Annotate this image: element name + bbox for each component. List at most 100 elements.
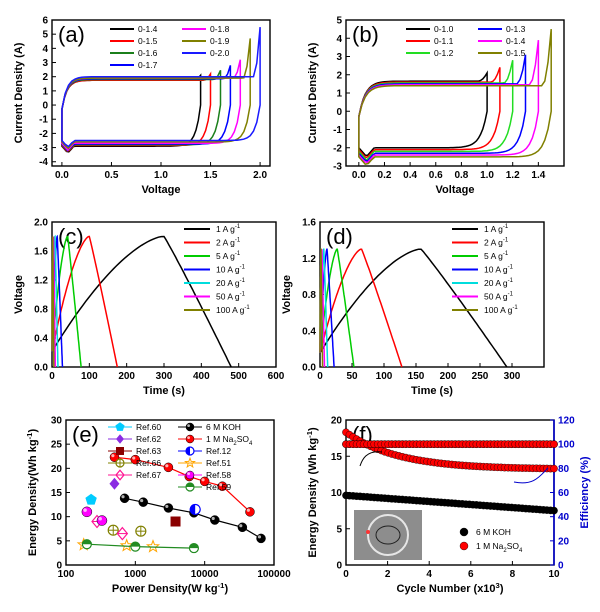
legend-label: 1 A g-1: [484, 224, 509, 234]
marker-half-circle-fill: [186, 447, 190, 455]
marker-ball: [185, 434, 195, 444]
legend-label: 0-1.8: [210, 24, 230, 34]
y-tick-label: 4: [336, 34, 342, 45]
marker-ball-m: [96, 515, 108, 526]
x-tick-label: 0.0: [352, 170, 366, 181]
x-axis-title-part: ): [500, 583, 504, 595]
legend-label: 6 M KOH: [206, 422, 241, 432]
legend-label: Ref.62: [136, 434, 161, 444]
marker-star: [183, 456, 197, 469]
legend-label-part: 2 A g: [216, 238, 235, 248]
y-tick-label: -1: [39, 115, 48, 126]
arrow-right: [513, 467, 549, 484]
legend-label: 0-1.1: [434, 36, 454, 46]
y-tick-label: 5: [336, 16, 342, 27]
marker-ball-shine: [187, 436, 191, 439]
y-axis-title-part: ): [27, 429, 39, 433]
legend-label: 0-1.3: [506, 24, 526, 34]
x-tick-label: 100: [81, 371, 98, 382]
x-tick-label: 6: [468, 569, 474, 580]
x-tick-label: 4: [426, 569, 432, 580]
legend-label-part: -1: [503, 224, 509, 230]
x-tick-label: 100: [376, 371, 393, 382]
marker-ball-m: [81, 506, 93, 518]
x-tick-label: 100000: [257, 569, 291, 580]
panel-label: (b): [352, 22, 379, 47]
legend-label-part: 50 A g: [216, 292, 240, 302]
x-tick-label: 50: [346, 371, 358, 382]
y-tick-label: 3: [336, 52, 342, 63]
legend-label: 1 M Na2SO4: [206, 434, 253, 447]
marker-half-down-fill: [189, 543, 199, 549]
gcd-curve-100 A g: [319, 248, 324, 368]
y-tick-label: 3: [42, 58, 48, 69]
panel-label: (a): [58, 22, 85, 47]
y2-tick-label: 20: [558, 536, 570, 547]
x-axis-title: Cycle Number (x103): [397, 581, 504, 595]
cv-curve-0-1.0: [358, 70, 488, 157]
gcd-curve-2 A g: [51, 235, 119, 368]
gcd-curve-5 A g: [51, 235, 82, 368]
legend-label-part: -1: [235, 238, 241, 244]
legend-label-part: -1: [503, 251, 509, 257]
legend-label: Ref.67: [136, 470, 161, 480]
y-tick-label: 1.2: [34, 276, 48, 287]
x-axis-title-part: ): [224, 583, 228, 595]
marker-star: [145, 539, 161, 553]
y-axis-title: Energy Density (Wh kg-1): [305, 427, 319, 558]
marker-ball: [138, 497, 148, 507]
marker-ball: [245, 507, 255, 517]
x-tick-label: 0.8: [454, 170, 468, 181]
x-tick-label: 1.0: [154, 170, 168, 181]
y-tick-label: 5: [56, 536, 62, 547]
x-tick-label: 1000: [124, 569, 147, 580]
x-axis-title-part: 3: [496, 581, 500, 590]
x-axis-title-part: Power Density(W kg: [112, 583, 218, 595]
x-axis-title-part: Cycle Number (x10: [397, 583, 496, 595]
inset-ring: [367, 514, 409, 556]
marker-ball-m-shine: [187, 472, 191, 475]
y-axis-title: Current Density (A): [307, 42, 319, 143]
cv-curve-0-1.1: [358, 67, 501, 159]
legend-label-part: 100 A g: [216, 305, 245, 315]
marker-ball-m-shine: [83, 508, 87, 512]
gcd-curve-1 A g: [319, 248, 508, 368]
legend-label-part: 50 A g: [484, 292, 508, 302]
cv-curve-0-1.6: [61, 69, 222, 152]
legend-label-part: 20 A g: [216, 278, 240, 288]
panel-label: (d): [326, 224, 353, 249]
x-tick-label: 0: [49, 371, 55, 382]
legend-label-part: -1: [508, 278, 514, 284]
y-tick-label: 2: [42, 72, 48, 83]
y-axis-title-part: ): [307, 427, 319, 431]
legend-label-part: 4: [519, 548, 523, 554]
legend-swatch: [459, 541, 469, 551]
y-tick-label: -1: [333, 125, 342, 136]
marker-diamond-open: [115, 469, 125, 481]
legend-label-part: -1: [503, 238, 509, 244]
legend-label: 10 A g-1: [216, 265, 246, 275]
x-axis-title: Voltage: [436, 184, 475, 196]
marker-ball: [210, 515, 220, 525]
x-tick-label: 200: [118, 371, 135, 382]
legend-label-part: -1: [240, 292, 246, 298]
y-tick-label: 5: [42, 30, 48, 41]
panel-d: 0 50 100 150 200 250 300 0.0 0.4 0.8 1.2 1.6 Time (s…: [281, 218, 545, 397]
arrow-left: [359, 451, 383, 467]
y-tick-label: 4: [42, 44, 48, 55]
y-tick-label: 0.4: [302, 326, 316, 337]
x-tick-label: 200: [440, 371, 457, 382]
inset-photo: [354, 510, 422, 560]
x-tick-label: 0: [343, 569, 349, 580]
marker-ball-shine: [201, 478, 205, 482]
legend-label: 2 A g-1: [216, 238, 241, 248]
marker-half-down-fill: [82, 539, 92, 545]
legend-label: Ref.59: [206, 482, 231, 492]
legend-label: 5 A g-1: [484, 251, 509, 261]
legend-swatch: [459, 527, 469, 537]
legend-label-part: -1: [508, 265, 514, 271]
legend-label: 100 A g-1: [484, 305, 518, 315]
x-tick-label: 250: [472, 371, 489, 382]
legend-label: 50 A g-1: [484, 292, 514, 302]
